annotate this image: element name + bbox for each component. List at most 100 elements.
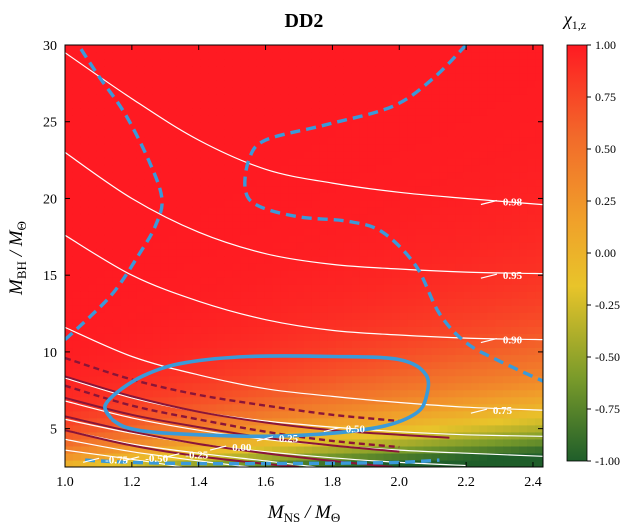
heatmap-cell (335, 192, 345, 201)
heatmap-cell (399, 375, 409, 384)
heatmap-cell (439, 101, 448, 109)
heatmap-cell (256, 115, 265, 123)
heatmap-cell (232, 213, 241, 222)
heatmap-cell (288, 277, 297, 285)
heatmap-cell (232, 157, 241, 166)
heatmap-cell (343, 277, 353, 285)
heatmap-cell (519, 143, 528, 152)
heatmap-cell (479, 178, 488, 187)
heatmap-cell (224, 347, 233, 356)
heatmap-cell (232, 270, 241, 278)
heatmap-cell (311, 108, 321, 116)
heatmap-cell (439, 248, 448, 257)
heatmap-cell (527, 45, 536, 53)
heatmap-cell (248, 52, 257, 60)
heatmap-cell (335, 389, 345, 398)
heatmap-cell (511, 122, 520, 130)
heatmap-cell (527, 73, 536, 81)
heatmap-cell (216, 101, 225, 109)
heatmap-cell (455, 361, 464, 370)
heatmap-cell (311, 277, 321, 285)
heatmap-cell (120, 213, 130, 222)
heatmap-cell (495, 94, 504, 102)
heatmap-cell (152, 59, 162, 67)
heatmap-cell (519, 157, 528, 166)
heatmap-cell (65, 410, 74, 419)
heatmap-cell (431, 417, 441, 426)
heatmap-cell (351, 234, 361, 243)
contour-label-arrow (480, 273, 498, 279)
heatmap-cell (200, 256, 209, 264)
heatmap-cell (455, 143, 464, 152)
heatmap-cell (272, 52, 281, 60)
heatmap-cell (375, 108, 385, 116)
heatmap-cell (335, 108, 345, 116)
heatmap-cell (288, 80, 297, 88)
heatmap-cell (439, 445, 448, 454)
heatmap-cell (343, 143, 353, 152)
heatmap-cell (407, 347, 417, 356)
heatmap-cell (367, 459, 377, 467)
heatmap-cell (96, 206, 106, 215)
heatmap-cell (192, 326, 202, 334)
heatmap-cell (96, 424, 106, 433)
heatmap-cell (96, 234, 106, 243)
heatmap-cell (176, 389, 186, 398)
heatmap-cell (359, 375, 369, 384)
heatmap-cell (152, 234, 162, 243)
heatmap-cell (463, 157, 472, 166)
heatmap-cell (256, 333, 265, 341)
heatmap-cell (359, 199, 369, 208)
heatmap-cell (80, 234, 90, 243)
heatmap-cell (200, 333, 209, 341)
heatmap-cell (264, 424, 273, 433)
heatmap-cell (280, 326, 289, 334)
heatmap-cell (455, 291, 464, 299)
heatmap-cell (391, 375, 401, 384)
heatmap-cell (407, 143, 417, 152)
heatmap-cell (383, 234, 393, 243)
heatmap-cell (232, 263, 241, 271)
heatmap-cell (343, 431, 353, 440)
heatmap-cell (463, 284, 472, 292)
heatmap-cell (144, 326, 154, 334)
heatmap-cell (224, 59, 233, 67)
heatmap-cell (96, 241, 106, 250)
heatmap-cell (288, 45, 297, 53)
heatmap-cell (80, 129, 90, 138)
heatmap-cell (184, 375, 194, 384)
heatmap-cell (423, 87, 433, 95)
heatmap-cell (240, 115, 249, 123)
heatmap-cell (200, 136, 209, 145)
heatmap-cell (535, 80, 543, 88)
heatmap-cell (256, 73, 265, 81)
heatmap-cell (104, 326, 114, 334)
heatmap-cell (327, 101, 337, 109)
heatmap-cell (511, 312, 520, 320)
heatmap-cell (375, 291, 385, 299)
heatmap-cell (272, 354, 281, 363)
heatmap-cell (272, 122, 281, 130)
heatmap-cell (272, 340, 281, 349)
heatmap-cell (327, 66, 337, 74)
heatmap-cell (535, 45, 543, 53)
heatmap-cell (96, 445, 106, 454)
heatmap-cell (280, 220, 289, 229)
heatmap-cell (256, 263, 265, 271)
heatmap-cell (200, 59, 209, 67)
heatmap-cell (200, 220, 209, 229)
heatmap-cell (431, 157, 441, 166)
heatmap-cell (288, 59, 297, 67)
heatmap-cell (224, 234, 233, 243)
heatmap-cell (439, 326, 448, 334)
heatmap-cell (391, 284, 401, 292)
heatmap-cell (431, 185, 441, 194)
heatmap-cell (359, 129, 369, 138)
heatmap-cell (311, 220, 321, 229)
heatmap-cell (224, 73, 233, 81)
heatmap-cell (144, 199, 154, 208)
heatmap-cell (367, 213, 377, 222)
heatmap-cell (327, 150, 337, 159)
heatmap-cell (272, 220, 281, 229)
heatmap-cell (128, 234, 138, 243)
